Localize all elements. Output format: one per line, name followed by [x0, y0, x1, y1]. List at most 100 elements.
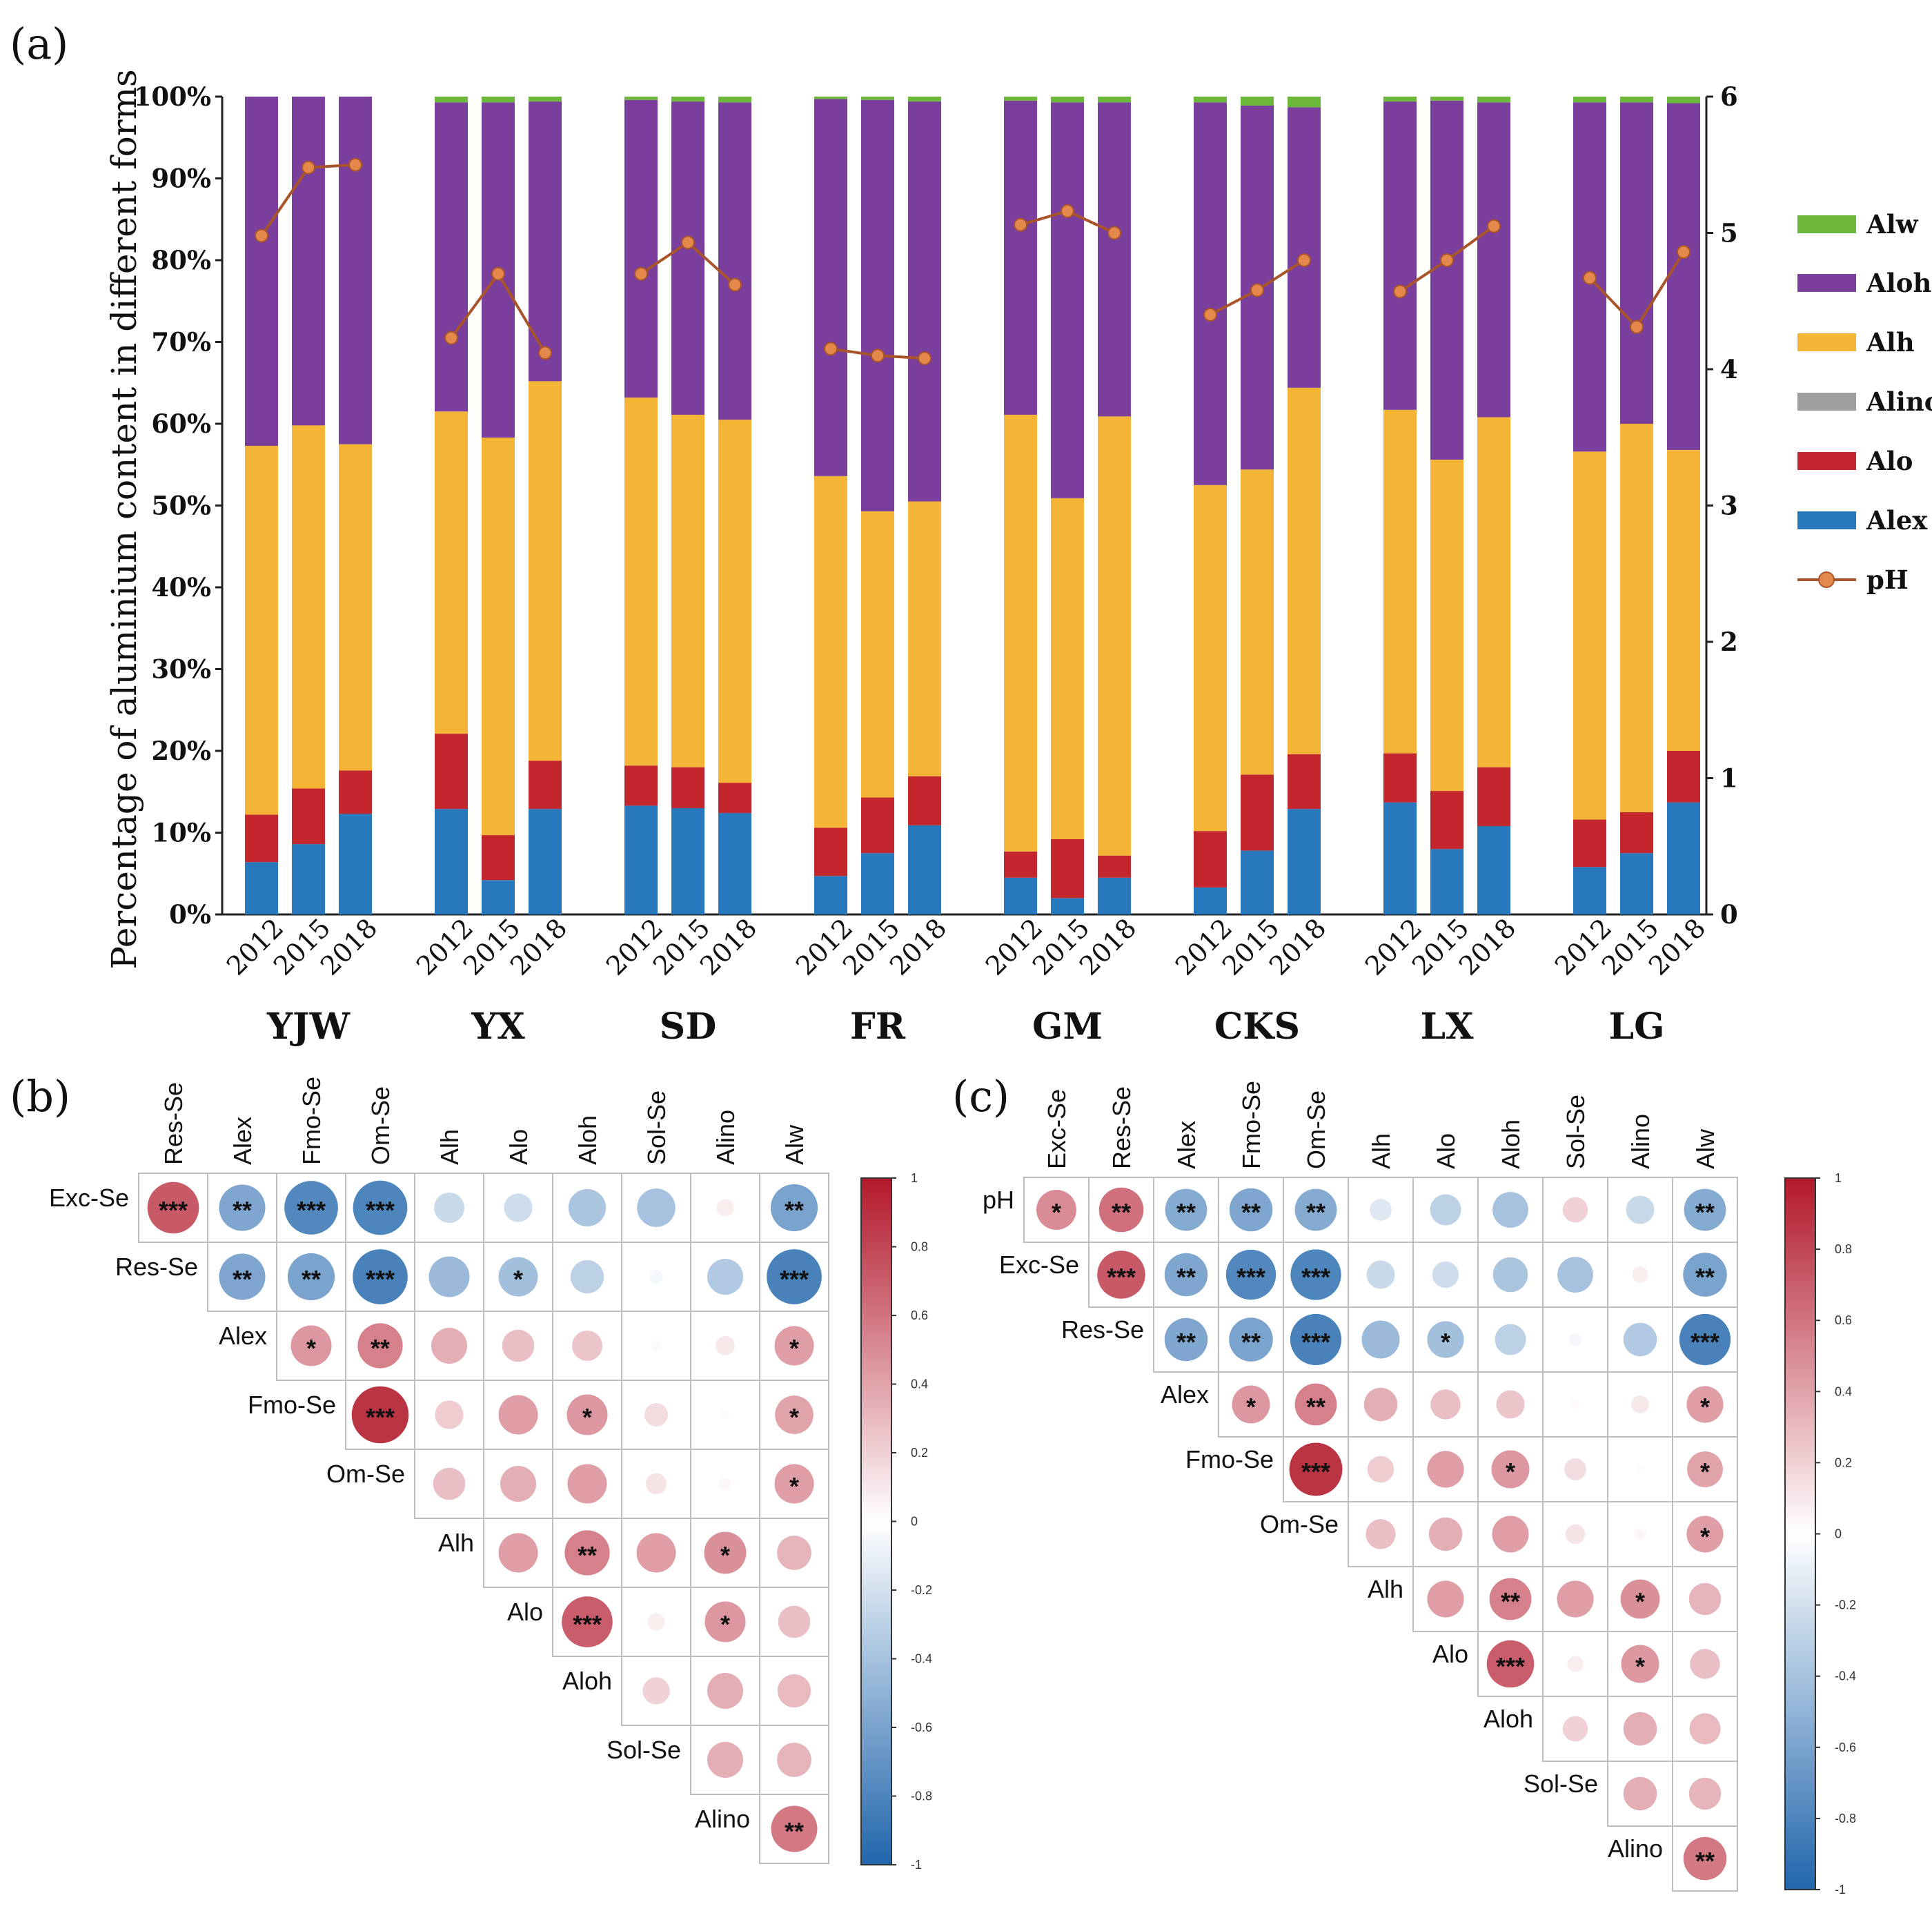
corr-circle — [504, 1193, 533, 1222]
corr-circle — [1634, 1528, 1646, 1540]
ph-point — [1440, 253, 1454, 267]
bar-segment-alo — [1477, 767, 1510, 827]
significance-stars: ** — [302, 1265, 321, 1293]
y-tick-label: 50% — [151, 491, 211, 521]
corr-cell — [1672, 1825, 1738, 1892]
significance-stars: * — [1246, 1393, 1256, 1421]
significance-stars: *** — [366, 1403, 395, 1431]
corr-circle — [562, 1596, 613, 1647]
colorbar — [860, 1177, 892, 1865]
row-label: Alex — [219, 1322, 267, 1350]
corr-circle — [1430, 1389, 1461, 1420]
corr-circle — [716, 1199, 734, 1217]
colorbar-tick-label: -0.6 — [911, 1721, 932, 1734]
corr-circle — [351, 1386, 409, 1444]
corr-circle — [1492, 1516, 1529, 1553]
ph-point — [728, 277, 742, 292]
bar-segment-alo — [1051, 839, 1084, 899]
group-label: GM — [1032, 1006, 1103, 1048]
bar-segment-alw — [1667, 97, 1700, 104]
bar-segment-alex — [1194, 887, 1227, 914]
corr-circle — [1229, 1188, 1273, 1232]
row-label: Fmo-Se — [248, 1391, 336, 1419]
bar-segment-alex — [245, 862, 278, 914]
row-label: Alo — [1432, 1640, 1468, 1668]
group-label: FR — [850, 1006, 906, 1048]
bar-segment-alex — [1430, 849, 1463, 914]
bar-segment-aloh — [1194, 102, 1227, 485]
bar-segment-alex — [1573, 867, 1606, 914]
bar-segment-alw — [908, 97, 941, 102]
significance-stars: * — [1441, 1328, 1450, 1356]
corr-circle — [1363, 1387, 1398, 1422]
bar-segment-aloh — [1620, 102, 1653, 424]
corr-circle — [502, 1329, 535, 1362]
significance-stars: * — [1635, 1652, 1645, 1680]
significance-stars: ** — [1695, 1847, 1715, 1875]
group-label: YX — [471, 1006, 525, 1048]
corr-circle — [1294, 1383, 1337, 1426]
row-label: Alh — [438, 1529, 474, 1557]
bar-segment-aloh — [814, 99, 847, 476]
bar-segment-alh — [1241, 469, 1274, 775]
colorbar-tick-label: 0.8 — [911, 1240, 928, 1254]
bar-segment-alo — [624, 765, 658, 806]
ph-point — [1250, 283, 1264, 297]
panel-c-correlation-heatmap: (c) Exc-Se Res-Se Alex Fmo-Se Om-Se Alh Alo Aloh… — [952, 1071, 1856, 1897]
bar-segment-alw — [861, 97, 894, 100]
row-label: Exc-Se — [49, 1184, 129, 1212]
bar-segment-aloh — [718, 102, 751, 420]
ph-point — [634, 266, 648, 281]
corr-circle — [649, 1270, 663, 1284]
group-label: SD — [660, 1006, 717, 1048]
bar-segment-alex — [292, 844, 325, 914]
corr-circle — [1164, 1317, 1208, 1362]
colorbar-tick-label: -0.8 — [1835, 1812, 1856, 1825]
colorbar-tick-label: 0 — [911, 1515, 918, 1529]
corr-circle — [1290, 1313, 1342, 1366]
colorbar-tick-label: -0.8 — [911, 1790, 932, 1803]
ph-point — [444, 331, 458, 345]
bar-segment-alh — [671, 414, 704, 767]
column-label: Fmo-Se — [297, 1077, 326, 1165]
ph-point — [824, 342, 838, 356]
corr-circle — [1570, 1399, 1581, 1410]
bar-segment-alex — [1667, 802, 1700, 914]
bar-segment-aloh — [1098, 102, 1131, 417]
column-label: Sol-Se — [642, 1090, 671, 1165]
bar-segment-alo — [482, 835, 515, 881]
column-label: Res-Se — [1107, 1086, 1136, 1169]
significance-stars: *** — [1301, 1458, 1330, 1486]
significance-stars: ** — [1501, 1587, 1520, 1616]
colorbar-tick-label: 0.6 — [911, 1309, 928, 1322]
corr-circle — [1557, 1580, 1594, 1618]
ph-point — [348, 157, 362, 172]
corr-circle — [777, 1536, 811, 1570]
significance-stars: * — [720, 1610, 730, 1638]
corr-circle — [570, 1260, 604, 1294]
column-label: Sol-Se — [1561, 1095, 1590, 1169]
bar-segment-alo — [718, 783, 751, 814]
colorbar-tick-label: 0.8 — [1835, 1242, 1852, 1256]
corr-circle — [1489, 1578, 1532, 1620]
ph-point — [1583, 271, 1597, 285]
corr-circle — [564, 1530, 610, 1576]
significance-stars: ** — [371, 1334, 390, 1362]
legend-label: Alex — [1866, 505, 1928, 536]
bar-segment-alw — [435, 97, 468, 103]
corr-circle — [1632, 1266, 1648, 1283]
corr-circle — [498, 1395, 538, 1435]
column-label: Om-Se — [366, 1086, 395, 1165]
legend-label: Alw — [1866, 209, 1919, 239]
bar-segment-alw — [1573, 97, 1606, 103]
row-label: Res-Se — [115, 1253, 198, 1281]
column-label: Alino — [1626, 1114, 1655, 1169]
corr-circle — [775, 1395, 814, 1434]
bar-segment-alh — [1620, 424, 1653, 812]
corr-circle — [774, 1464, 814, 1504]
bar-segment-alex — [861, 853, 894, 914]
bar-segment-alh — [1430, 460, 1463, 792]
corr-circle — [707, 1672, 744, 1709]
corr-circle — [1688, 1582, 1722, 1616]
significance-stars: *** — [1690, 1328, 1719, 1356]
